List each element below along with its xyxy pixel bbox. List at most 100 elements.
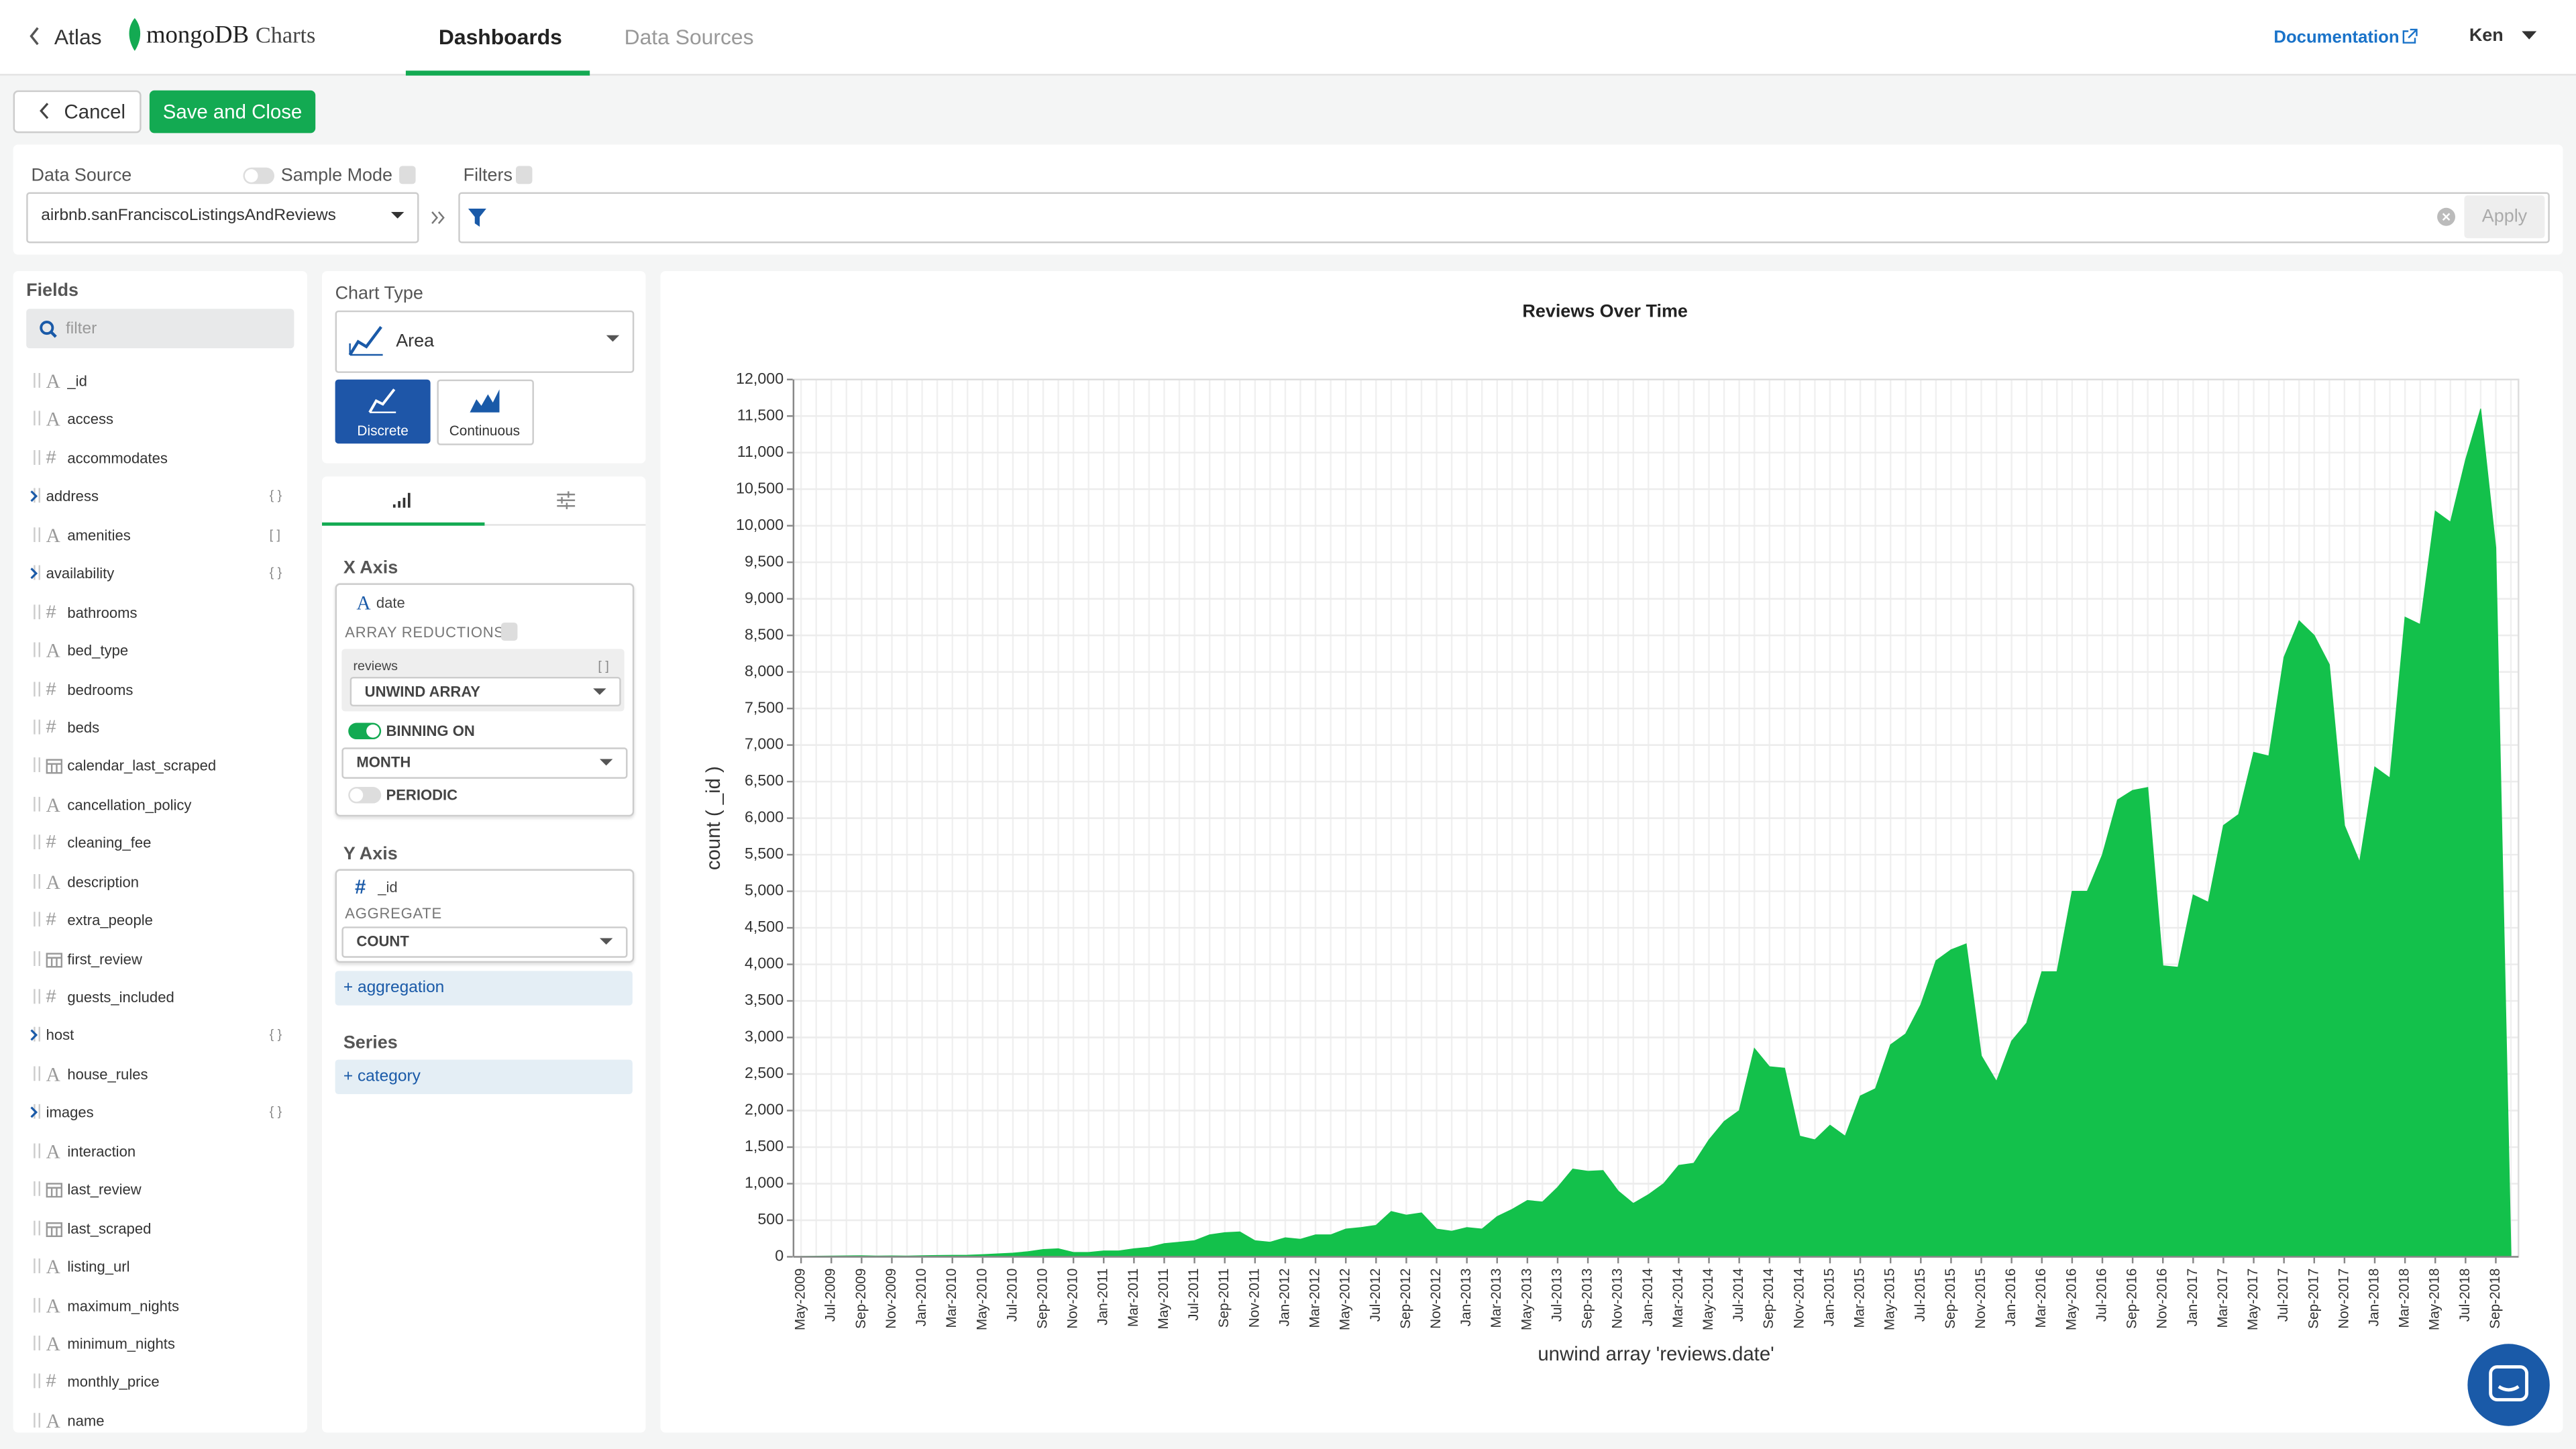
apply-button[interactable]: Apply [2464, 195, 2545, 239]
field-name: bed_type [67, 642, 129, 659]
back-link[interactable]: Atlas [54, 24, 102, 50]
field-row[interactable]: availability { } [13, 559, 307, 592]
x-tick-label: Mar-2011 [1126, 1269, 1141, 1327]
x-tick-label: Nov-2011 [1246, 1269, 1262, 1328]
binning-toggle[interactable] [348, 722, 382, 740]
continuous-button[interactable] [437, 379, 534, 445]
user-name[interactable]: Ken [2469, 26, 2504, 46]
y-tick-label: 1,000 [745, 1174, 784, 1191]
field-icon: A [46, 370, 60, 393]
info-icon[interactable] [500, 623, 518, 641]
x-tick-label: Jan-2016 [2003, 1269, 2019, 1327]
clear-icon[interactable] [2436, 207, 2456, 227]
field-filter[interactable] [26, 309, 294, 349]
documentation-link[interactable]: Documentation [2273, 28, 2400, 48]
x-tick-label: Sep-2015 [1943, 1269, 1958, 1329]
field-row[interactable]: last_review [13, 1175, 307, 1208]
aggregate-select[interactable] [341, 926, 628, 958]
bin-select[interactable] [341, 747, 628, 779]
calendar-icon [46, 952, 63, 967]
info-icon[interactable] [399, 166, 416, 184]
x-axis-label: unwind array 'reviews.date' [1538, 1343, 1774, 1365]
y-tick-label: 8,000 [745, 662, 784, 680]
x-tick-label: Nov-2016 [2155, 1269, 2170, 1329]
save-button[interactable]: Save and Close [149, 90, 316, 133]
field-row[interactable]: A _id [13, 366, 307, 399]
field-row[interactable]: address { } [13, 482, 307, 515]
add-aggregation[interactable]: + aggregation [335, 971, 633, 1006]
discrete-button[interactable] [335, 379, 431, 444]
periodic-toggle[interactable] [348, 787, 382, 804]
add-category[interactable]: + category [335, 1059, 633, 1095]
field-row[interactable]: images { } [13, 1098, 307, 1131]
filter-input[interactable] [458, 192, 2550, 244]
sample-toggle[interactable] [243, 167, 274, 184]
field-icon: A [46, 793, 60, 816]
field-row[interactable]: last_scraped [13, 1214, 307, 1246]
reduction-value: UNWIND ARRAY [364, 683, 480, 700]
field-name: house_rules [67, 1066, 148, 1083]
field-row[interactable]: host { } [13, 1021, 307, 1054]
back-icon[interactable] [28, 26, 42, 46]
x-tick-label: Jul-2015 [1913, 1269, 1928, 1322]
x-tick-label: Jul-2011 [1186, 1269, 1201, 1321]
drag-handle [34, 989, 41, 1004]
tab[interactable]: Dashboards [438, 24, 562, 50]
field-row[interactable]: # guests_included [13, 983, 307, 1016]
field-row[interactable]: calendar_last_scraped [13, 751, 307, 784]
reduction-suffix: [ ] [598, 659, 609, 674]
x-tick-label: May-2017 [2245, 1269, 2261, 1330]
x-tick-label: Jul-2014 [1731, 1269, 1746, 1322]
chat-button[interactable] [2467, 1344, 2550, 1426]
field-row[interactable]: # extra_people [13, 906, 307, 938]
y-tick-label: 9,000 [745, 589, 784, 606]
data-source-select[interactable] [26, 192, 419, 244]
field-row[interactable]: # monthly_price [13, 1368, 307, 1401]
reductions-label: ARRAY REDUCTIONS [345, 624, 504, 641]
user-caret[interactable] [2522, 31, 2538, 42]
field-icon: A [46, 870, 60, 894]
field-row[interactable]: # bathrooms [13, 598, 307, 631]
field-row[interactable]: # bedrooms [13, 674, 307, 707]
field-name: maximum_nights [67, 1297, 180, 1314]
field-row[interactable]: # beds [13, 713, 307, 746]
x-axis-card [335, 583, 635, 817]
x-tick-label: May-2016 [2063, 1269, 2079, 1330]
field-row[interactable]: first_review [13, 944, 307, 977]
reduction-field: reviews [353, 659, 398, 674]
field-name: last_scraped [67, 1220, 152, 1237]
field-name: host [46, 1027, 74, 1044]
info-icon[interactable] [515, 166, 533, 184]
expand-icon [30, 568, 38, 580]
field-row[interactable]: # cleaning_fee [13, 828, 307, 861]
cancel-button[interactable] [13, 90, 142, 133]
drag-handle [34, 1220, 41, 1235]
encode-tab-icon[interactable] [392, 491, 412, 509]
chart-type-select[interactable] [335, 310, 635, 373]
customize-tab-icon[interactable] [557, 491, 576, 510]
field-row[interactable]: # accommodates [13, 443, 307, 476]
select-caret [599, 759, 613, 766]
field-name: bedrooms [67, 681, 133, 698]
drag-handle-lines [34, 1336, 41, 1351]
drag-handle [34, 1181, 41, 1197]
drag-handle-lines [34, 835, 41, 850]
y-tick-label: 4,000 [745, 955, 784, 972]
series-title: Series [343, 1033, 398, 1053]
field-icon: # [46, 987, 56, 1008]
reduction-select[interactable] [350, 676, 621, 707]
filters-label: Filters [463, 166, 513, 186]
tab[interactable]: Data Sources [624, 24, 754, 50]
drag-handle-lines [34, 1220, 41, 1235]
